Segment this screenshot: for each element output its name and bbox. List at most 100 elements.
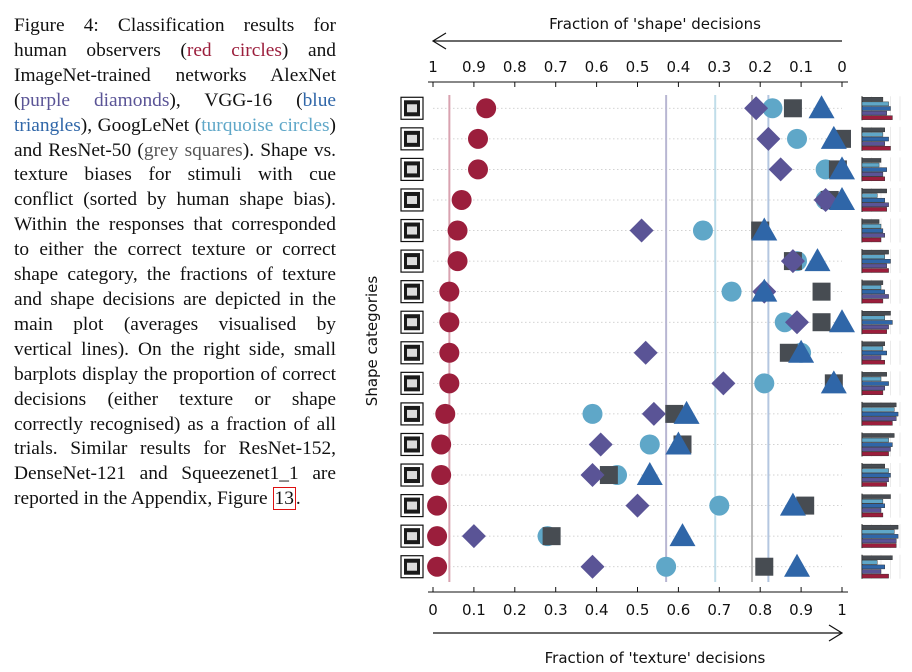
top-tick-label: 0.3 [707,58,731,76]
bottom-arrow-head [828,624,844,642]
point-alexnet [461,524,486,549]
accuracy-bar [861,237,882,243]
accuracy-bar [861,468,889,473]
accuracy-bar [861,207,887,212]
accuracy-bar [861,538,897,544]
point-vgg16 [820,125,847,149]
icon-detail [407,471,417,480]
accuracy-barplot [861,371,901,396]
top-arrow-head [431,32,447,50]
icon-detail [407,287,417,296]
accuracy-bar [861,402,897,408]
accuracy-barplot [861,279,901,304]
accuracy-bar [861,416,897,421]
car-icon [400,402,424,426]
point-googlenet [721,281,742,302]
accuracy-bar [861,372,887,377]
top-tick-label: 0.7 [544,58,568,76]
accuracy-bar [861,233,885,238]
caption-text: ), VGG-16 ( [169,89,303,111]
category-icons [400,96,424,579]
point-alexnet [580,554,605,579]
top-tick-label: 0.8 [503,58,527,76]
point-vgg16 [779,492,806,516]
icon-detail [407,379,417,388]
point-vgg16 [804,248,831,272]
accuracy-barplot [861,493,901,518]
accuracy-bar [861,508,882,513]
icon-detail [407,257,417,266]
accuracy-bar [861,411,899,417]
point-alexnet [588,432,613,457]
accuracy-bar [861,146,891,151]
accuracy-bar [861,249,889,255]
accuracy-bar [861,127,885,133]
icon-detail [407,409,417,418]
accuracy-bar [861,350,887,356]
accuracy-bar [861,97,884,102]
truck-icon [400,432,424,457]
accuracy-barplot [861,340,901,365]
point-human [427,526,448,547]
accuracy-bar [861,289,885,295]
accuracy-bar [861,101,889,107]
accuracy-bar [861,259,891,264]
point-vgg16 [665,431,692,455]
accuracy-bar [861,359,885,365]
point-vgg16 [669,523,696,547]
top-tick-label: 0 [837,58,847,76]
point-googlenet [582,403,603,424]
accuracy-bar [861,381,889,386]
point-vgg16 [788,339,815,363]
accuracy-bar [861,421,893,426]
top-axis-title: Fraction of 'shape' decisions [549,15,761,33]
point-human [431,434,452,455]
point-googlenet [692,220,713,241]
icon-detail [407,562,417,571]
accuracy-bar [861,228,884,233]
point-human [476,98,497,119]
accuracy-bar [861,512,884,518]
accuracy-barplot [861,463,901,488]
point-alexnet [768,157,793,182]
accuracy-barplot [861,249,901,274]
figure-reference-link[interactable]: 13 [272,487,296,511]
accuracy-bar [861,560,878,565]
chair-icon [400,493,424,518]
accuracy-bar [861,463,885,469]
accuracy-bar [861,298,884,304]
icon-detail [407,348,417,357]
accuracy-barplot [861,157,901,182]
accuracy-bar [861,543,897,548]
accuracy-bar [861,390,884,395]
accuracy-bar [861,473,891,478]
accuracy-bar [861,320,893,325]
accuracy-barplot [861,126,901,151]
icon-detail [407,318,417,327]
accuracy-bar [861,158,882,163]
accuracy-barplot [861,187,901,212]
point-vgg16 [808,95,835,119]
bottom-tick-label: 0 [428,601,438,619]
accuracy-bar [861,477,889,483]
accuracy-bar [861,223,882,229]
accuracy-bar [861,311,891,316]
bottom-tick-label: 0.1 [462,601,486,619]
accuracy-bar [861,132,884,137]
accuracy-bar [861,141,885,146]
point-googlenet [656,556,677,577]
point-human [431,465,452,486]
point-googlenet [754,373,775,394]
point-human [447,251,468,272]
point-human [439,342,460,363]
point-human [439,312,460,333]
accuracy-bar [861,136,889,142]
point-resnet50 [599,466,618,485]
top-tick-label: 0.9 [462,58,486,76]
accuracy-bar [861,176,885,182]
bottom-tick-label: 0.4 [585,601,609,619]
caption-googlenet-marker-text: turquoise circles [201,114,330,136]
point-vgg16 [784,553,811,577]
point-vgg16 [820,370,847,394]
